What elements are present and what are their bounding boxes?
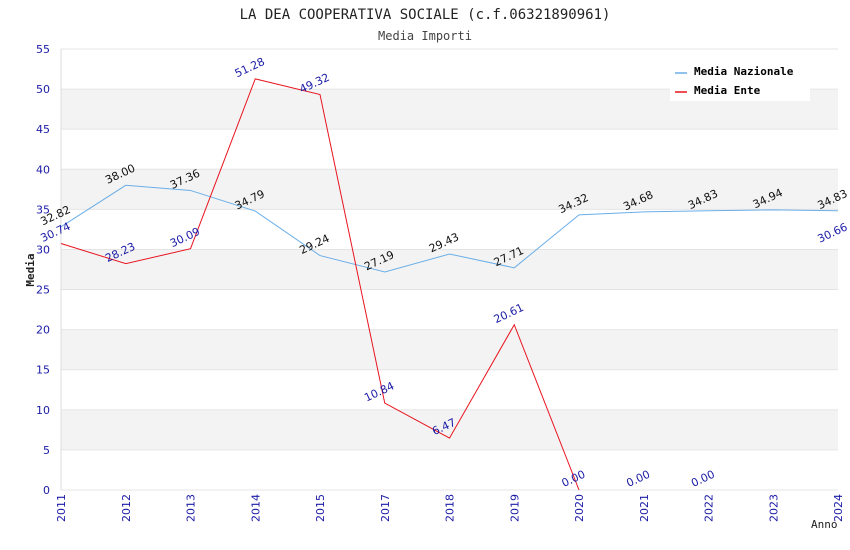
y-tick-label: 20 — [36, 324, 50, 337]
legend-label-ente: Media Ente — [694, 84, 761, 97]
y-tick-label: 5 — [43, 444, 50, 457]
y-tick-label: 55 — [36, 43, 50, 56]
y-tick-label: 50 — [36, 83, 50, 96]
x-tick-label: 2022 — [703, 494, 716, 522]
x-tick-label: 2015 — [314, 494, 327, 522]
grid-band — [61, 449, 838, 490]
grid-band — [61, 249, 838, 290]
grid-band — [61, 129, 838, 170]
series-lines — [60, 78, 839, 491]
legend-box — [670, 60, 810, 101]
series-line-nazionale — [60, 184, 839, 273]
x-tick-label: 2023 — [767, 494, 780, 522]
y-tick-label: 40 — [36, 163, 50, 176]
y-axis-ticks: 0 5 10 15 20 25 30 35 40 45 50 55 — [36, 43, 50, 497]
grid-band — [61, 369, 838, 410]
y-axis-label: Media — [24, 253, 37, 286]
grid-band — [61, 409, 838, 450]
y-tick-label: 10 — [36, 404, 50, 417]
y-tick-label: 0 — [43, 484, 50, 497]
legend: Media Nazionale Media Ente — [670, 60, 810, 101]
x-tick-label: 2018 — [444, 494, 457, 522]
series-line-ente — [60, 78, 580, 491]
x-tick-label: 2024 — [832, 494, 845, 522]
chart-subtitle: Media Importi — [378, 29, 472, 43]
x-tick-label: 2013 — [185, 494, 198, 522]
x-tick-label: 2014 — [249, 494, 262, 522]
x-tick-label: 2019 — [508, 494, 521, 522]
y-tick-label: 30 — [36, 243, 50, 256]
y-tick-label: 45 — [36, 123, 50, 136]
y-tick-label: 35 — [36, 203, 50, 216]
grid-bands — [60, 48, 838, 491]
y-tick-label: 25 — [36, 284, 50, 297]
x-tick-label: 2017 — [379, 494, 392, 522]
legend-label-nazionale: Media Nazionale — [694, 65, 794, 78]
grid-band — [61, 209, 838, 250]
grid-band — [61, 289, 838, 330]
x-tick-label: 2020 — [573, 494, 586, 522]
chart-title: LA DEA COOPERATIVA SOCIALE (c.f.06321890… — [240, 7, 611, 23]
x-tick-label: 2012 — [120, 494, 133, 522]
x-axis-ticks: 2011 2012 2013 2014 2015 2017 2018 2019 2020 2021… — [55, 494, 845, 522]
x-axis-label: Anno — [811, 518, 838, 531]
x-tick-label: 2011 — [55, 494, 68, 522]
y-tick-label: 15 — [36, 364, 50, 377]
x-tick-label: 2021 — [638, 494, 651, 522]
grid-band — [61, 169, 838, 210]
grid-band — [61, 329, 838, 370]
